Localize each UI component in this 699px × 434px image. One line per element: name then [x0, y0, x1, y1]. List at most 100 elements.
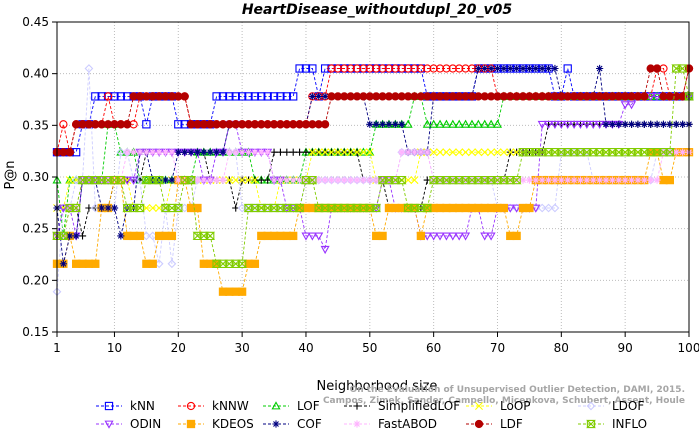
data-point-COF: [666, 120, 674, 128]
data-point-kNNW: [461, 64, 470, 73]
data-point-COF: [615, 120, 623, 128]
data-point-kNNW: [448, 64, 457, 73]
data-point-COF: [544, 64, 553, 73]
data-point-LoOP: [467, 148, 476, 157]
data-point-FastABOD: [161, 148, 170, 156]
data-point-LoOP: [487, 148, 496, 157]
data-point-COF: [161, 176, 170, 184]
data-point-COF: [66, 232, 74, 240]
data-point-ODIN: [301, 232, 311, 241]
data-point-FastABOD: [640, 176, 648, 184]
data-point-ODIN: [320, 245, 330, 255]
data-point-FastABOD: [583, 176, 591, 184]
data-point-kNNW: [372, 64, 381, 73]
series-FastABOD: [53, 148, 693, 240]
data-point-INFLO: [135, 203, 145, 213]
data-point-ODIN: [620, 101, 630, 110]
data-point-ODIN: [441, 232, 451, 241]
data-point-kNNW: [416, 64, 426, 73]
data-point-FastABOD: [576, 176, 585, 184]
data-point-KDEOS: [250, 259, 260, 268]
x-tick-label: 90: [618, 341, 633, 355]
data-point-kNNW: [365, 64, 374, 73]
series-LDF: [52, 64, 694, 157]
data-point-ODIN: [314, 232, 324, 241]
data-point-COF: [500, 64, 508, 73]
data-point-INFLO: [186, 175, 196, 185]
data-point-FastABOD: [551, 176, 559, 184]
legend-label: kNNW: [212, 399, 249, 413]
data-point-FastABOD: [519, 176, 527, 184]
data-point-LoOP: [448, 148, 457, 157]
data-point-LoOP: [493, 148, 502, 157]
data-point-KDEOS: [237, 287, 247, 296]
series-line-KDEOS: [57, 151, 689, 293]
data-point-LOF: [473, 119, 483, 128]
legend-item-FastABOD: FastABOD: [344, 417, 437, 431]
data-point-FastABOD: [174, 176, 182, 184]
data-point-kNN: [212, 92, 221, 101]
data-point-COF: [538, 64, 546, 73]
data-point-ODIN: [537, 120, 547, 130]
data-point-FastABOD: [634, 176, 642, 184]
data-point-kNN: [563, 64, 572, 73]
data-point-ODIN: [556, 120, 566, 130]
data-point-kNN: [244, 92, 253, 101]
data-point-LoOP: [250, 176, 259, 185]
data-point-ODIN: [429, 232, 439, 241]
data-point-COF: [653, 120, 661, 128]
data-point-FastABOD: [410, 148, 419, 156]
data-point-LoOP: [499, 148, 508, 157]
y-tick-label: 0.35: [22, 118, 49, 132]
data-point-FastABOD: [596, 176, 604, 184]
data-point-kNNW: [340, 64, 349, 73]
data-point-KDEOS: [148, 259, 157, 268]
data-point-ODIN: [486, 232, 496, 241]
data-point-SimplifiedLOF: [264, 176, 272, 184]
data-point-INFLO: [294, 203, 305, 213]
y-tick-label: 0.30: [22, 170, 49, 184]
data-point-FastABOD: [327, 176, 336, 184]
data-point-ODIN: [627, 101, 637, 110]
data-point-COF: [59, 260, 67, 268]
data-point-LDOF: [116, 147, 126, 157]
data-point-LOF: [435, 119, 445, 128]
data-point-KDEOS: [193, 203, 202, 213]
data-point-FastABOD: [238, 148, 246, 156]
data-point-COF: [372, 120, 380, 128]
data-point-kNNW: [403, 64, 413, 73]
legend-item-SimplifiedLOF: SimplifiedLOF: [344, 399, 460, 413]
data-point-COF: [168, 176, 176, 184]
data-point-FastABOD: [142, 148, 150, 156]
data-point-COF: [72, 232, 80, 240]
data-point-kNN: [91, 92, 100, 101]
data-point-FastABOD: [544, 176, 553, 184]
data-point-LoOP: [474, 148, 483, 157]
data-point-ODIN: [569, 120, 579, 130]
legend-label: KDEOS: [212, 417, 254, 431]
data-point-COF: [206, 148, 214, 156]
legend-label: INFLO: [612, 417, 647, 431]
data-point-SimplifiedLOF: [295, 148, 304, 156]
x-tick-label: 80: [554, 341, 569, 355]
data-point-COF: [659, 120, 668, 128]
data-point-ODIN: [652, 92, 662, 102]
data-point-FastABOD: [168, 148, 176, 156]
data-point-INFLO: [237, 259, 248, 268]
data-point-LDOF: [167, 259, 177, 269]
data-point-COF: [110, 204, 119, 212]
data-point-KDEOS: [525, 203, 534, 213]
data-point-FastABOD: [315, 176, 323, 184]
data-point-LOF: [422, 119, 432, 128]
series-line-ODIN: [56, 95, 689, 251]
data-point-kNNW: [59, 120, 68, 129]
x-tick-label: 70: [490, 341, 505, 355]
data-point-LoOP: [359, 148, 368, 157]
legend-marker-LDOF: [586, 401, 596, 411]
data-point-kNN: [295, 64, 304, 73]
data-point-KDEOS: [665, 175, 674, 185]
legend-marker-LOF: [271, 401, 281, 410]
data-point-LoOP: [225, 176, 234, 185]
data-point-kNNW: [391, 64, 400, 73]
data-point-FastABOD: [212, 176, 221, 184]
